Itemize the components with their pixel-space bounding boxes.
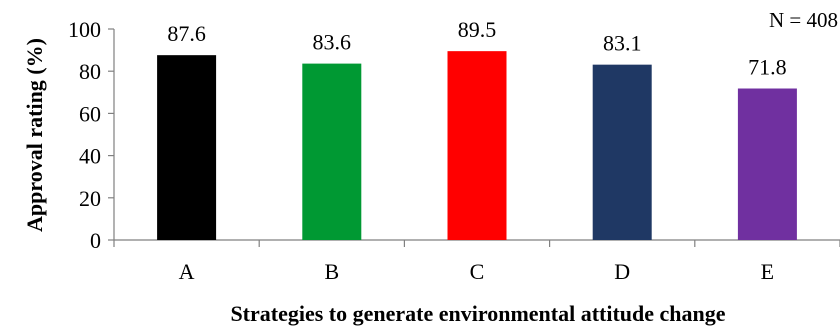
- data-label-D: 83.1: [603, 31, 642, 56]
- y-tick-label: 60: [79, 101, 101, 126]
- x-axis-title: Strategies to generate environmental att…: [230, 301, 725, 326]
- category-label-D: D: [614, 259, 630, 284]
- y-axis-ticks: 0 20 40 60 80 100: [68, 17, 114, 253]
- category-label-A: A: [179, 259, 195, 284]
- data-label-A: 87.6: [167, 21, 206, 46]
- category-label-E: E: [761, 259, 774, 284]
- y-tick-label: 20: [79, 186, 101, 211]
- category-label-B: B: [324, 259, 339, 284]
- y-tick-label: 80: [79, 59, 101, 84]
- y-tick-label: 100: [68, 17, 101, 42]
- bar-D: [592, 64, 652, 240]
- data-label-E: 71.8: [748, 55, 787, 80]
- data-label-C: 89.5: [458, 17, 497, 42]
- x-axis-ticks: [113, 240, 840, 247]
- category-label-C: C: [470, 259, 485, 284]
- bar-E: [737, 88, 797, 240]
- bar-C: [447, 51, 507, 240]
- category-labels: A B C D E: [179, 259, 774, 284]
- y-tick-label: 40: [79, 144, 101, 169]
- y-axis-title: Approval rating (%): [22, 38, 47, 232]
- sample-size-note: N = 408: [769, 8, 838, 32]
- data-label-B: 83.6: [313, 30, 352, 55]
- data-labels: 87.6 83.6 89.5 83.1 71.8: [167, 17, 786, 79]
- bar-B: [302, 63, 362, 240]
- bar-A: [157, 55, 217, 240]
- y-tick-label: 0: [90, 228, 101, 253]
- bars: [157, 51, 797, 240]
